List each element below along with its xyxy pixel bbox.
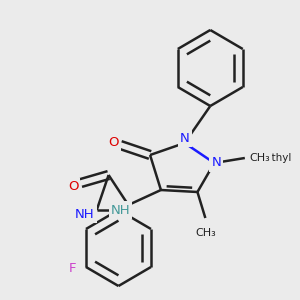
- Text: O: O: [108, 136, 119, 149]
- Text: CH₃: CH₃: [195, 228, 216, 238]
- Text: NH: NH: [75, 208, 95, 220]
- Text: methyl: methyl: [255, 153, 291, 163]
- Text: NH: NH: [111, 203, 130, 217]
- Text: CH₃: CH₃: [250, 153, 271, 163]
- Text: F: F: [68, 262, 76, 275]
- Text: N: N: [211, 157, 221, 169]
- Text: O: O: [68, 181, 78, 194]
- Text: N: N: [180, 131, 190, 145]
